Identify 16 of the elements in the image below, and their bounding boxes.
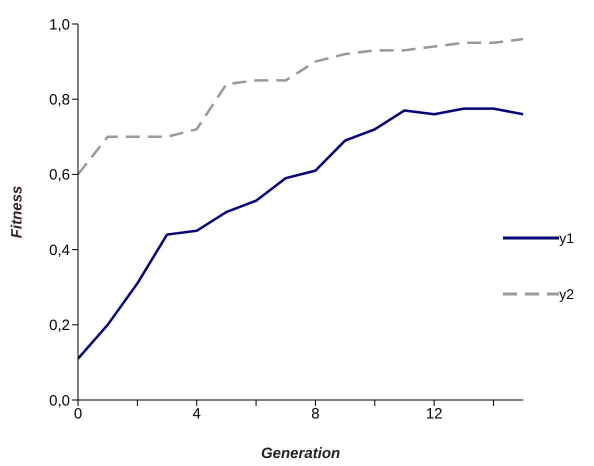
y-tick-label: 0,2 (49, 317, 70, 334)
y-tick-label: 0,8 (49, 92, 70, 109)
y-tick-label: 0,6 (49, 166, 70, 184)
line-series (78, 107, 524, 360)
y-tick-label: 0,0 (49, 392, 70, 410)
x-tick-label: 4 (192, 406, 201, 423)
y-tick-label: 0,4 (49, 242, 70, 259)
line-series (78, 38, 524, 176)
y-tick-label: 1,0 (49, 16, 70, 34)
y-axis-title: Fitness (8, 186, 26, 238)
x-tick-label: 12 (426, 406, 443, 423)
x-axis-title: Generation (261, 445, 340, 462)
legend-label: y2 (559, 286, 574, 302)
x-tick-label: 8 (311, 406, 320, 423)
legend-label: y1 (559, 230, 574, 246)
x-tick-label: 0 (74, 406, 82, 423)
